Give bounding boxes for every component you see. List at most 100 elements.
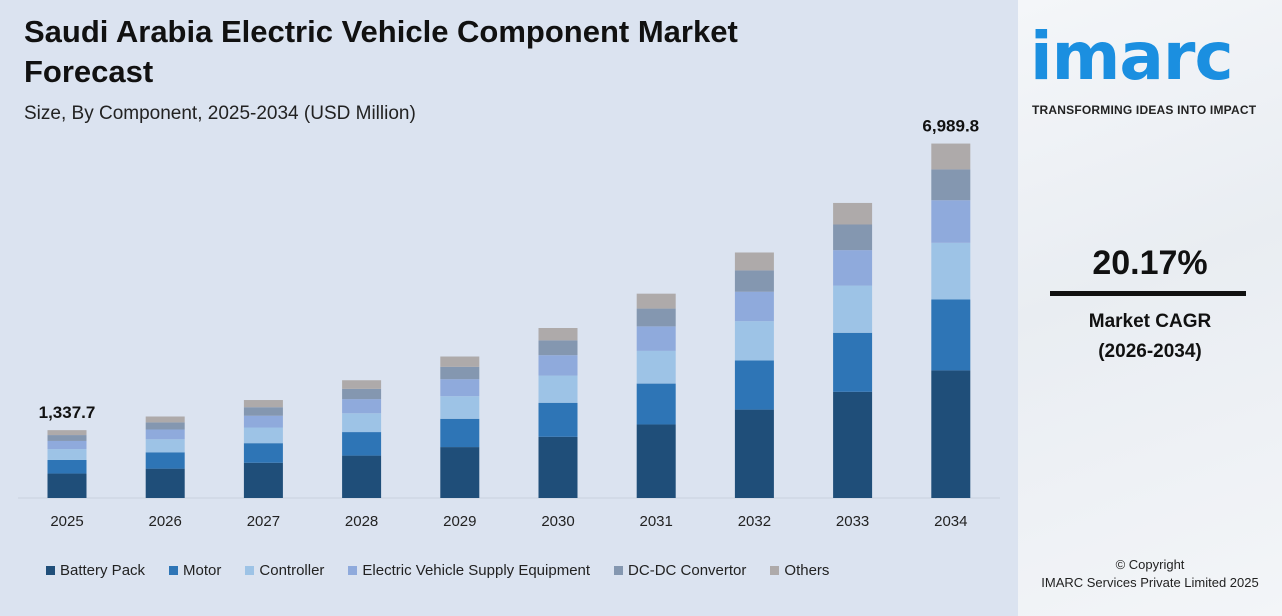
bar-segment-2030-0: [538, 436, 578, 498]
bar-segment-2025-1: [47, 459, 87, 474]
bar-segment-2029-4: [440, 366, 480, 380]
bar-segment-2026-4: [145, 422, 185, 430]
legend-label: DC-DC Convertor: [628, 562, 747, 579]
legend-item: Electric Vehicle Supply Equipment: [348, 562, 590, 579]
logo-tagline: TRANSFORMING IDEAS INTO IMPACT: [1032, 103, 1257, 117]
data-label-2025: 1,337.7: [39, 403, 96, 422]
bar-segment-2028-2: [342, 413, 382, 433]
cagr-label: Market CAGR: [1088, 311, 1212, 332]
side-panel: imarc TRANSFORMING IDEAS INTO IMPACT 20.…: [1018, 0, 1282, 616]
legend-item: Battery Pack: [46, 562, 145, 579]
bar-segment-2032-5: [734, 252, 774, 271]
x-tick-label: 2025: [50, 513, 83, 530]
bar-segment-2032-4: [734, 270, 774, 292]
x-tick-label: 2034: [934, 513, 967, 530]
copyright: © Copyright: [1115, 557, 1185, 572]
legend-swatch: [348, 566, 358, 575]
bar-segment-2030-5: [538, 328, 578, 341]
bar-segment-2029-3: [440, 379, 480, 397]
bar-segment-2027-3: [243, 415, 283, 428]
legend-swatch: [169, 566, 179, 575]
bar-segment-2033-4: [833, 224, 873, 251]
legend-label: Others: [784, 562, 830, 579]
bar-segment-2031-1: [636, 383, 676, 425]
bar-segment-2034-4: [931, 169, 971, 201]
x-tick-label: 2026: [149, 513, 182, 530]
legend-label: Motor: [183, 562, 222, 579]
legend-label: Battery Pack: [60, 562, 146, 579]
bar-segment-2031-0: [636, 424, 676, 498]
bar-segment-2033-3: [833, 250, 873, 286]
bar-segment-2027-5: [243, 400, 283, 408]
x-tick-label: 2030: [541, 513, 574, 530]
legend-swatch: [614, 566, 624, 575]
bar-segment-2032-1: [734, 360, 774, 410]
bar-segment-2027-4: [243, 407, 283, 416]
bar-segment-2034-0: [931, 370, 971, 498]
bar-segment-2028-3: [342, 399, 382, 414]
x-tick-label: 2033: [836, 513, 869, 530]
bar-segment-2030-4: [538, 340, 578, 356]
company-name: IMARC Services Private Limited 2025: [1041, 575, 1259, 590]
bar-segment-2031-2: [636, 350, 676, 384]
x-tick-label: 2031: [640, 513, 673, 530]
bar-segment-2030-2: [538, 375, 578, 403]
bar-segment-2027-2: [243, 427, 283, 444]
bar-segment-2025-3: [47, 440, 87, 450]
bar-segment-2033-5: [833, 202, 873, 225]
cagr-period: (2026-2034): [1098, 341, 1202, 362]
bar-segment-2031-3: [636, 326, 676, 351]
bar-segment-2029-1: [440, 418, 480, 448]
chart-title: Saudi Arabia Electric Vehicle Component …: [24, 14, 738, 89]
bar-segment-2028-5: [342, 380, 382, 389]
legend-item: Motor: [169, 562, 221, 579]
bar-segment-2034-5: [931, 143, 971, 170]
bar-segment-2025-0: [47, 473, 87, 498]
bar-segment-2026-0: [145, 468, 185, 498]
stacked-bar-chart: 2025 1,337.7 2026 2027 2028 2029 2030 2031 2032 2…: [18, 117, 1000, 530]
bar-segment-2034-2: [931, 242, 971, 300]
bar-segment-2025-5: [47, 430, 87, 436]
bar-segment-2032-0: [734, 409, 774, 498]
bar-segment-2031-4: [636, 308, 676, 327]
legend-label: Electric Vehicle Supply Equipment: [362, 562, 591, 579]
bar-segment-2029-0: [440, 447, 480, 498]
bar-segment-2034-3: [931, 200, 971, 243]
bar-segment-2025-4: [47, 435, 87, 441]
legend-swatch: [770, 566, 780, 575]
cagr-divider: [1050, 291, 1246, 296]
legend-item: Others: [770, 562, 829, 579]
bar-segment-2034-1: [931, 299, 971, 371]
data-label-2034: 6,989.8: [922, 117, 979, 136]
x-tick-label: 2032: [738, 513, 771, 530]
legend-swatch: [245, 566, 255, 575]
bar-segment-2026-2: [145, 439, 185, 453]
legend-label: Controller: [259, 562, 325, 579]
imarc-logo: imarc: [1030, 18, 1234, 95]
legend-item: DC-DC Convertor: [614, 562, 746, 579]
bar-segment-2027-1: [243, 443, 283, 463]
x-tick-label: 2029: [443, 513, 476, 530]
bar-segment-2026-5: [145, 416, 185, 423]
bar-segment-2027-0: [243, 462, 283, 498]
legend-swatch: [46, 566, 55, 575]
bar-segment-2026-1: [145, 452, 185, 469]
chart-subtitle: Size, By Component, 2025-2034 (USD Milli…: [24, 103, 416, 124]
bar-segment-2030-3: [538, 355, 578, 376]
x-tick-label: 2028: [345, 513, 378, 530]
bar-segment-2029-2: [440, 396, 480, 419]
bar-segment-2028-0: [342, 455, 382, 498]
bar-segment-2032-2: [734, 321, 774, 361]
legend-item: Controller: [245, 562, 324, 579]
bar-segment-2025-2: [47, 449, 87, 460]
legend: Battery Pack Motor Controller Electric Vehi…: [46, 562, 853, 579]
cagr-value: 20.17%: [1092, 244, 1208, 282]
x-tick-label: 2027: [247, 513, 280, 530]
bar-segment-2028-1: [342, 432, 382, 456]
chart-panel: Saudi Arabia Electric Vehicle Component …: [0, 0, 1018, 616]
bar-segment-2030-1: [538, 402, 578, 437]
bar-segment-2028-4: [342, 388, 382, 400]
bar-segment-2032-3: [734, 291, 774, 322]
bar-segment-2029-5: [440, 356, 480, 367]
bar-segment-2033-1: [833, 332, 873, 392]
